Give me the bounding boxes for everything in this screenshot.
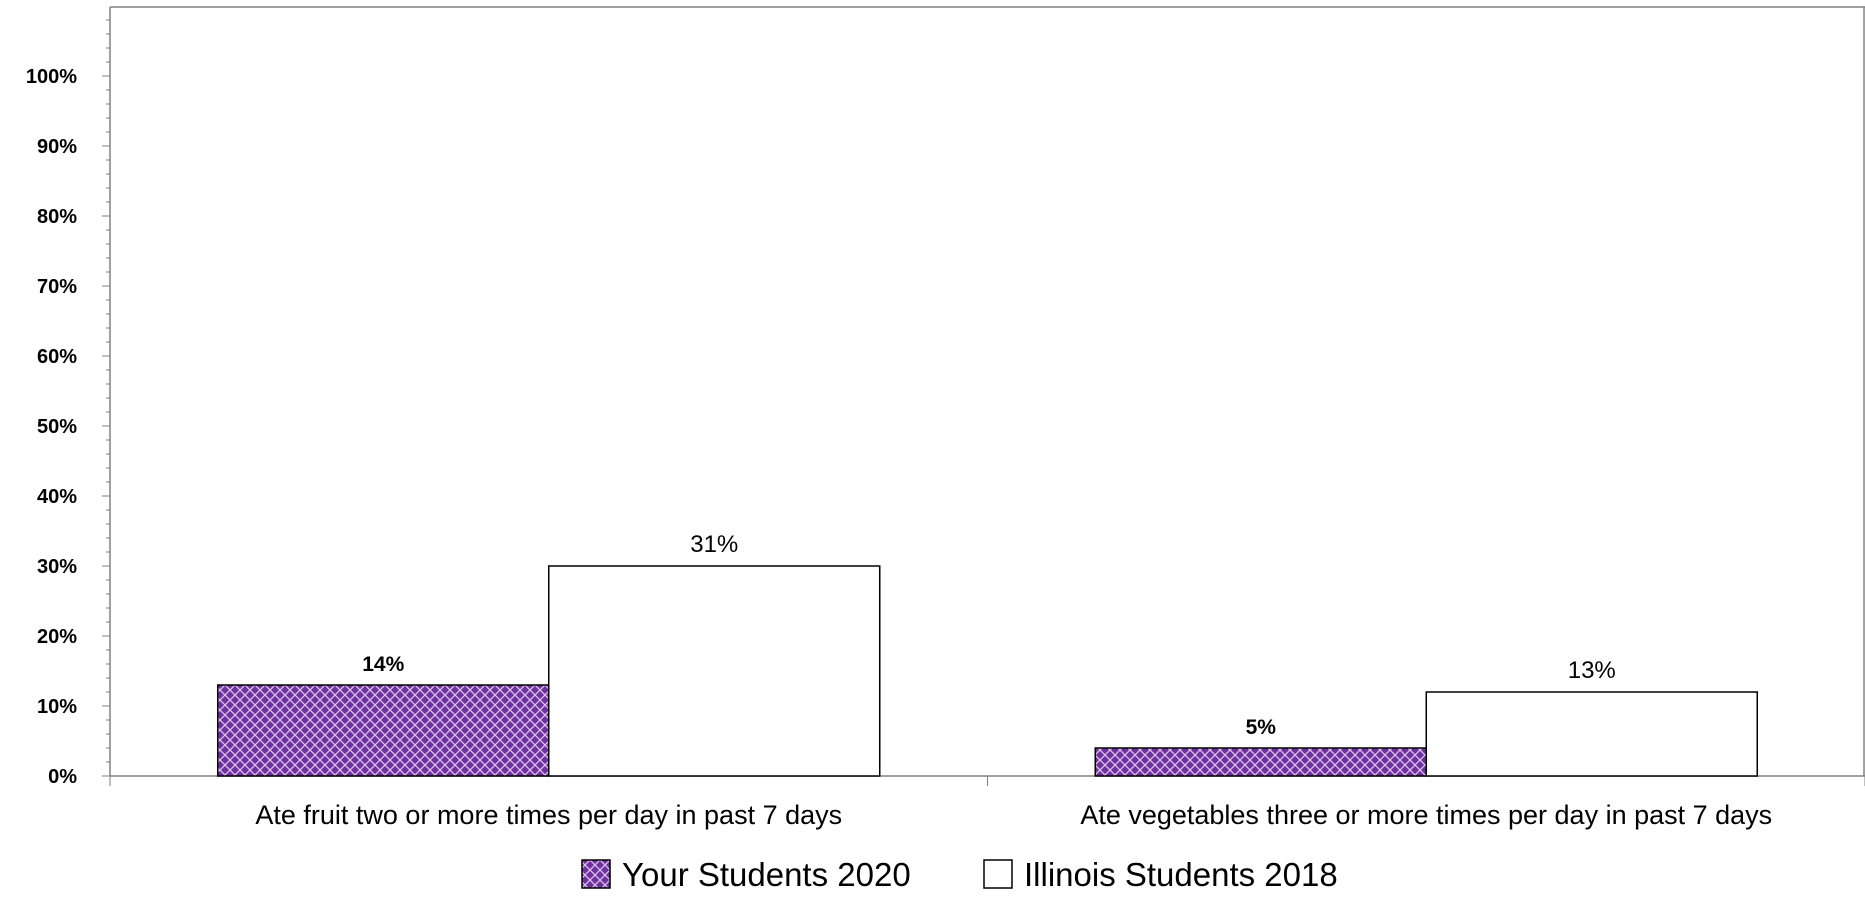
y-tick-label: 30% — [37, 556, 77, 578]
legend-label-2: Illinois Students 2018 — [1024, 856, 1338, 893]
bars — [217, 565, 1758, 777]
legend: Your Students 2020 Illinois Students 2018 — [581, 856, 1338, 893]
x-axis: Ate fruit two or more times per day in p… — [109, 775, 1865, 830]
data-label: 13% — [1568, 657, 1616, 684]
bar-series-1-category-2 — [1094, 747, 1427, 777]
y-tick-label: 100% — [26, 66, 77, 88]
x-category-label: Ate fruit two or more times per day in p… — [255, 800, 842, 830]
data-labels: 14% 5% 31% 13% — [362, 531, 1616, 739]
bar-series-1-category-1 — [217, 684, 550, 777]
bar-series-2-category-2 — [1425, 691, 1758, 777]
y-tick-label: 10% — [37, 696, 77, 718]
data-label: 31% — [690, 531, 738, 558]
legend-swatch-2 — [983, 859, 1013, 889]
y-tick-label: 0% — [48, 766, 77, 788]
data-label: 5% — [1246, 716, 1277, 739]
x-category-label: Ate vegetables three or more times per d… — [1080, 800, 1772, 830]
y-tick-label: 40% — [37, 486, 77, 508]
y-tick-label: 90% — [37, 136, 77, 158]
y-axis: 0% 10% 20% 30% 40% 50% 60% 70% 80% 90% 100% — [26, 7, 111, 788]
legend-swatch-1 — [581, 859, 611, 889]
y-tick-label: 70% — [37, 276, 77, 298]
data-label: 14% — [362, 653, 404, 676]
y-tick-label: 80% — [37, 206, 77, 228]
legend-label-1: Your Students 2020 — [622, 856, 911, 893]
y-tick-label: 20% — [37, 626, 77, 648]
plot-area — [110, 6, 1865, 776]
y-tick-label: 60% — [37, 346, 77, 368]
bar-series-2-category-1 — [548, 565, 881, 777]
y-tick-label: 50% — [37, 416, 77, 438]
